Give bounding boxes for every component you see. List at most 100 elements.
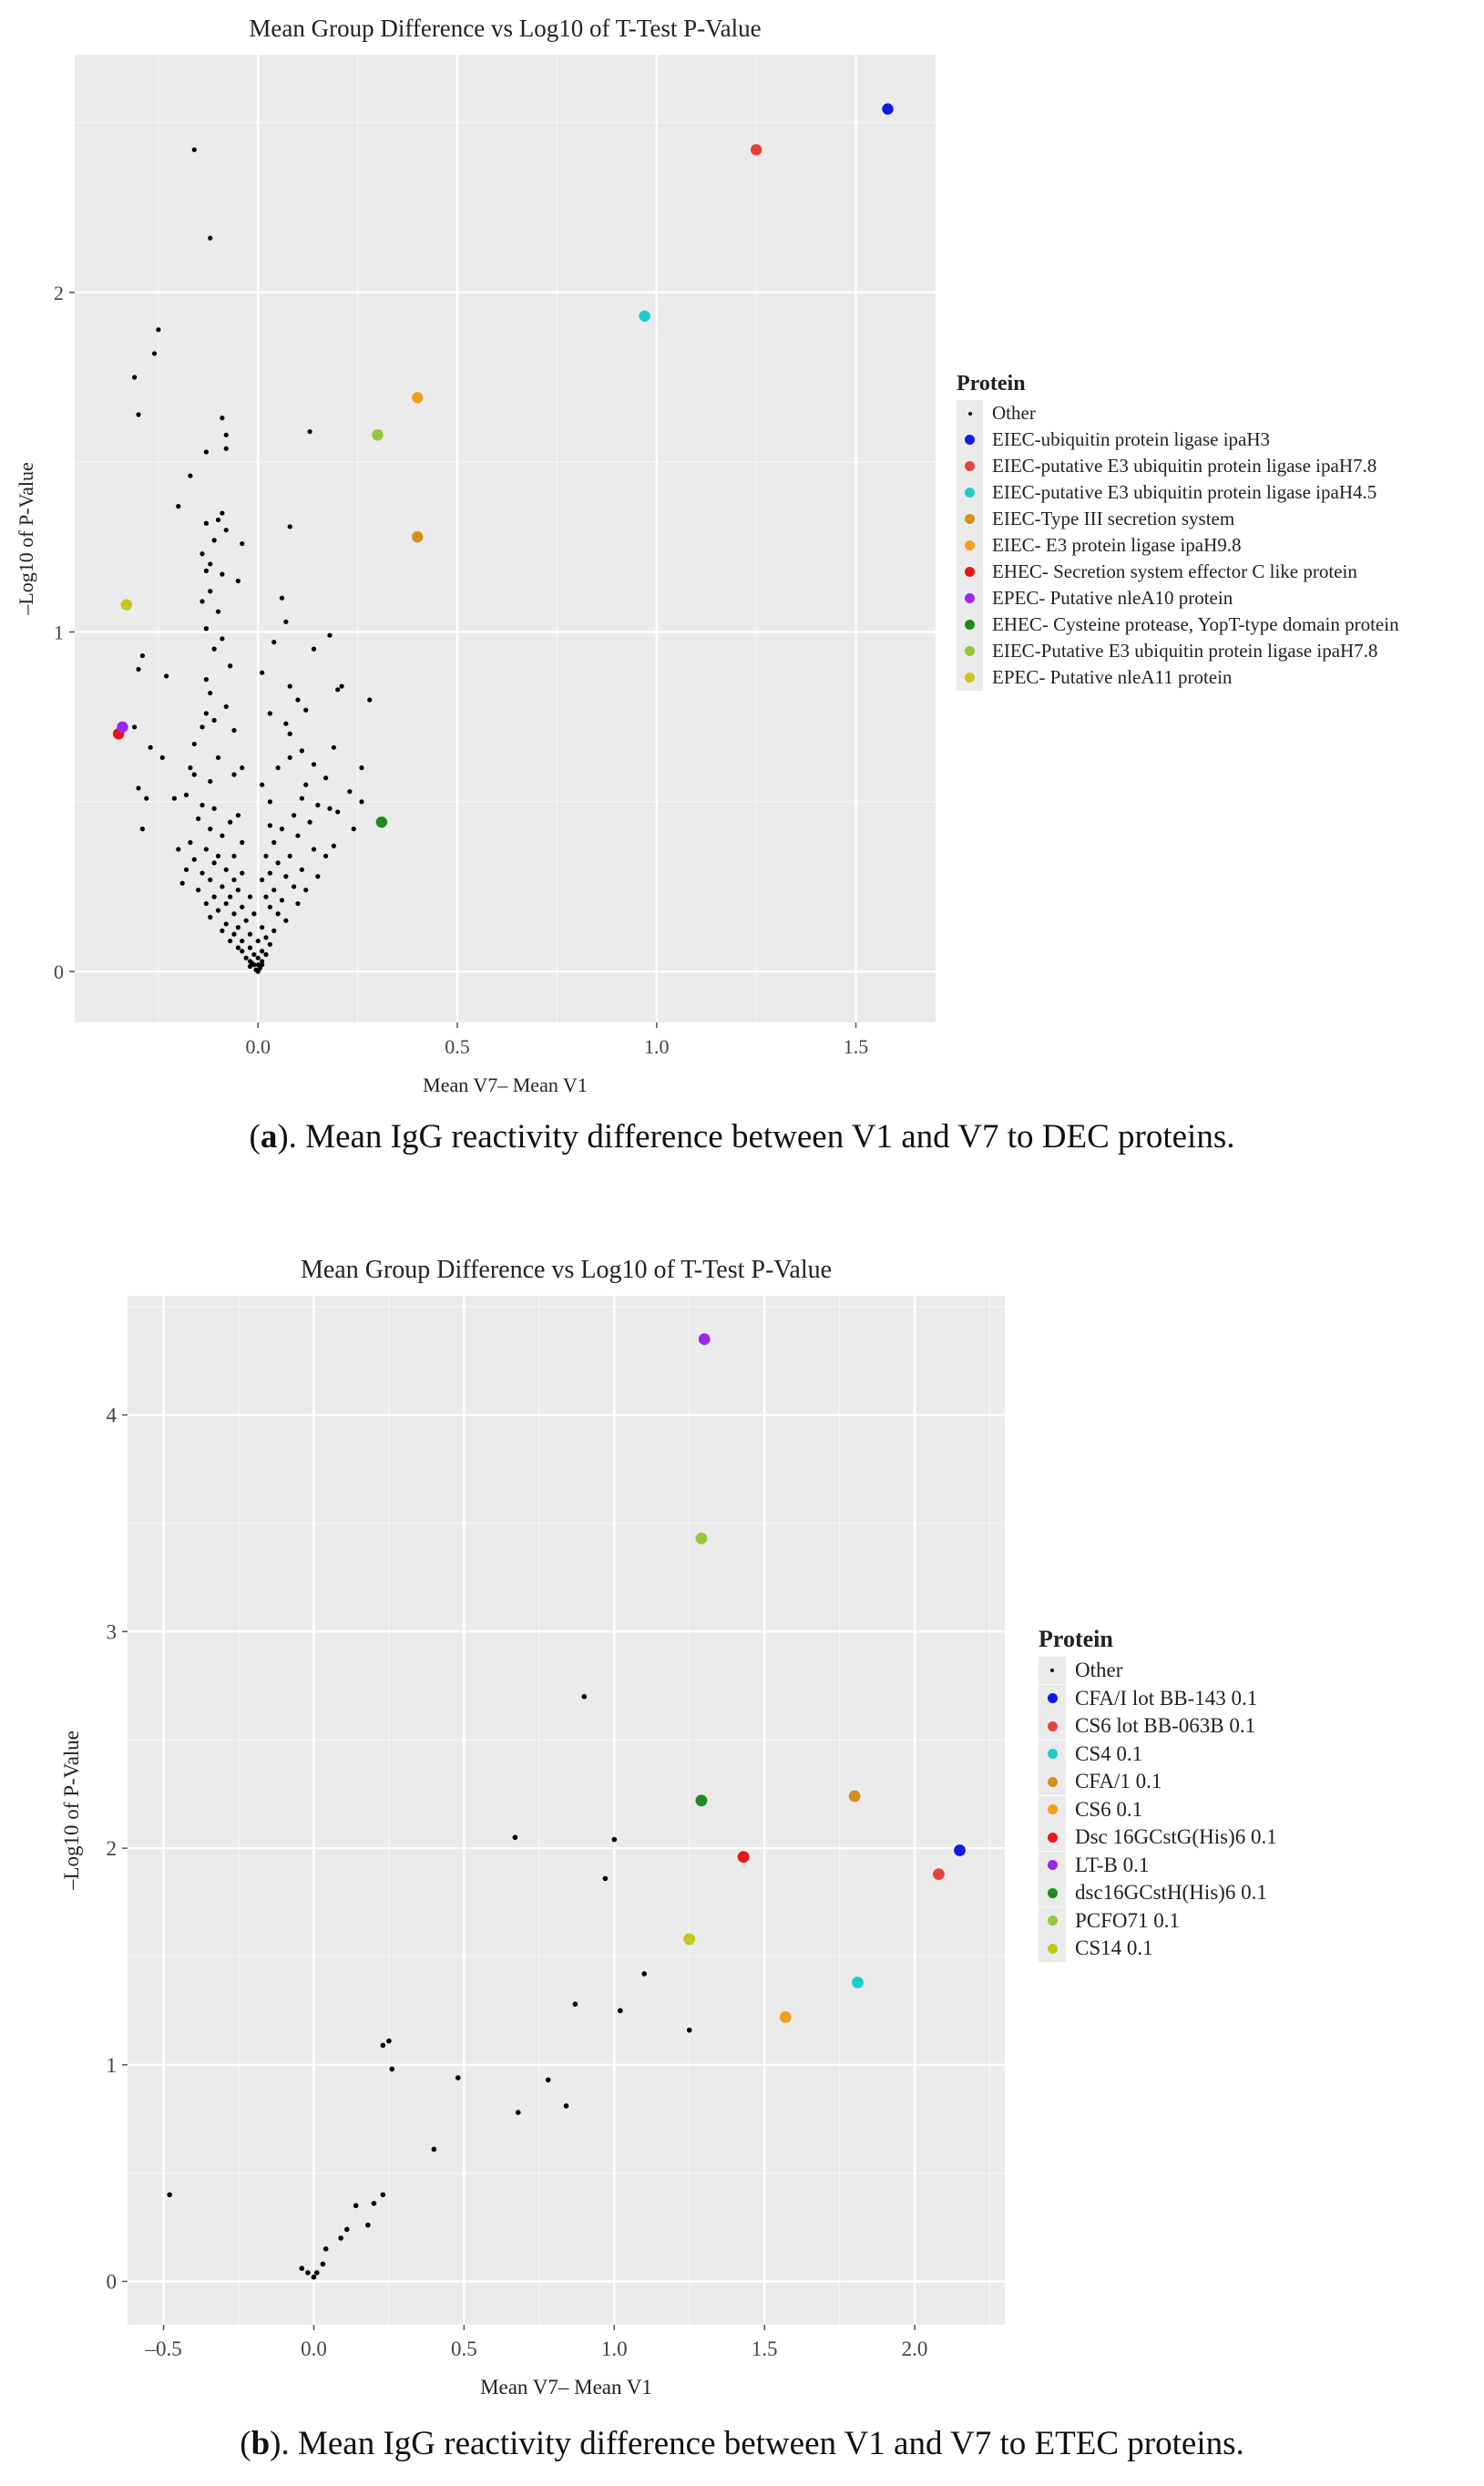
x-tick-label: 0.5 (445, 1035, 470, 1058)
legend-marker (1047, 1916, 1058, 1926)
other-point (203, 568, 209, 574)
legend-key (957, 453, 983, 479)
y-tick-label: 2 (54, 282, 64, 304)
other-point (260, 670, 265, 675)
other-point (267, 799, 272, 805)
other-point (139, 827, 145, 832)
legend-label: EHEC- Secretion system effector C like p… (992, 560, 1357, 582)
other-point (231, 727, 237, 734)
legend-label: EHEC- Cysteine protease, YopT-type domai… (992, 613, 1399, 635)
legend-item: CFA/1 0.1 (1039, 1768, 1277, 1796)
other-point (208, 778, 213, 785)
legend-label: EIEC-ubiquitin protein ligase ipaH3 (992, 428, 1271, 450)
chart-title: Mean Group Difference vs Log10 of T-Test… (301, 1256, 832, 1284)
legend-item: Other (957, 400, 1399, 426)
legend-label: CS14 0.1 (1075, 1936, 1153, 1960)
highlight-point (698, 1333, 711, 1345)
other-point (191, 772, 197, 777)
legend-marker (965, 540, 975, 550)
other-point (183, 792, 189, 797)
x-tick-label: 1.5 (844, 1035, 869, 1058)
other-point (255, 955, 261, 960)
legend-key (1039, 1823, 1066, 1852)
highlight-point (848, 1790, 861, 1803)
chart-title: Mean Group Difference vs Log10 of T-Test… (249, 15, 761, 42)
other-point (287, 524, 292, 529)
other-point (287, 683, 292, 689)
other-point (260, 782, 265, 787)
highlight-point (412, 392, 424, 404)
other-point (228, 819, 233, 825)
other-point (240, 938, 245, 944)
caption-text: ). Mean IgG reactivity difference betwee… (277, 1118, 1235, 1156)
other-point (208, 561, 213, 567)
legend-item: CS6 0.1 (1039, 1795, 1277, 1824)
other-point (313, 2270, 320, 2275)
other-point (228, 938, 233, 944)
other-point (295, 900, 301, 907)
other-point (267, 711, 272, 716)
other-point (176, 847, 181, 852)
other-point (279, 595, 285, 601)
other-point (311, 847, 317, 852)
other-point (283, 918, 289, 923)
other-point (271, 640, 277, 645)
caption-label: a (260, 1118, 278, 1156)
y-tick-label: 3 (107, 1620, 118, 1643)
legend-label: EPEC- Putative nleA11 protein (992, 666, 1233, 688)
x-axis-label: Mean V7– Mean V1 (480, 2376, 652, 2399)
other-point (228, 663, 233, 669)
other-point (311, 2274, 317, 2280)
other-point (235, 945, 241, 950)
legend-marker (1047, 1721, 1058, 1731)
other-point (179, 880, 185, 886)
other-point (200, 802, 205, 808)
other-point (386, 2038, 392, 2044)
other-point (380, 2042, 386, 2049)
other-point (389, 2066, 395, 2072)
legend-key (1039, 1906, 1066, 1935)
y-axis-label: –Log10 of P-Value (60, 1731, 83, 1891)
other-point (223, 921, 229, 927)
other-point (243, 918, 249, 923)
legend-item: CS14 0.1 (1039, 1935, 1277, 1963)
legend-marker (965, 435, 975, 445)
legend-key (957, 559, 983, 585)
other-point (231, 931, 237, 937)
other-point (322, 2246, 329, 2252)
other-point (203, 711, 209, 716)
legend-label: EIEC-Type III secretion system (992, 508, 1235, 529)
other-point (139, 652, 145, 659)
other-point (223, 704, 229, 710)
x-tick-label: 0.0 (301, 2337, 327, 2360)
other-point (215, 517, 221, 523)
legend-item: dsc16GCstH(His)6 0.1 (1039, 1879, 1277, 1907)
other-point (220, 928, 225, 933)
other-point (331, 843, 336, 848)
other-point (223, 900, 229, 907)
other-point (223, 867, 229, 872)
legend-label: dsc16GCstH(His)6 0.1 (1075, 1881, 1267, 1905)
other-point (211, 717, 217, 723)
other-point (335, 809, 341, 815)
other-point (200, 870, 205, 876)
other-point (132, 724, 138, 730)
other-point (353, 2203, 359, 2209)
legend-label: Dsc 16GCstG(His)6 0.1 (1075, 1825, 1277, 1849)
y-tick-label: 4 (107, 1404, 118, 1427)
x-tick-label: 1.5 (752, 2337, 778, 2360)
other-point (455, 2075, 461, 2080)
plot-panel (75, 55, 936, 1022)
other-point (231, 772, 237, 777)
other-point (215, 755, 221, 760)
other-point (211, 860, 217, 866)
other-point (343, 2226, 350, 2233)
other-point (260, 949, 265, 954)
highlight-point (954, 1844, 966, 1856)
other-point (581, 1693, 588, 1700)
other-point (295, 697, 301, 703)
other-point (267, 823, 272, 828)
legend-key (957, 506, 983, 532)
chart-a: 0.0 0.5 1.0 1.5 0 1 2 Mean Group Difference vs … (15, 15, 936, 1094)
other-point (287, 853, 292, 859)
